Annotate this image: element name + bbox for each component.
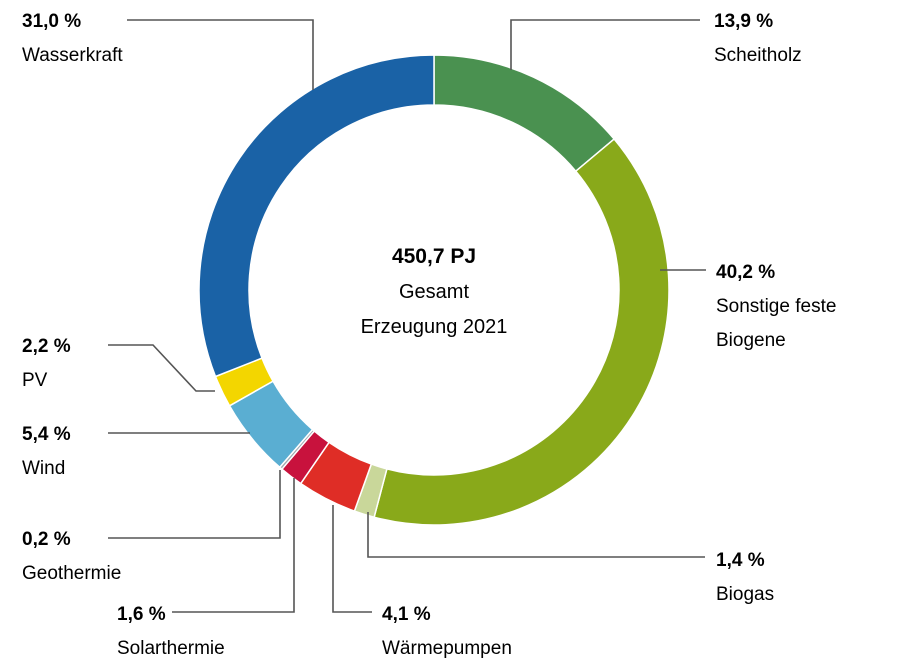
pct-label-wind: 5,4 % [22,424,71,445]
name-label-wind: Wind [22,458,65,479]
name-label-solarthermie: Solarthermie [117,638,225,659]
leader-line-wasserkraft [127,19,314,90]
slice-sonstige-feste-biogene [373,138,670,526]
leader-line-waermepumpen [332,505,372,613]
pct-label-pv: 2,2 % [22,336,71,357]
leader-line-biogas [367,512,705,558]
slice-scheitholz [433,54,616,173]
leader-line-geothermie [108,470,281,539]
center-line-2: Erzeugung 2021 [361,316,508,338]
leader-line-solarthermie [172,478,295,613]
name-label-biogas: Biogas [716,584,774,605]
slice-wasserkraft [198,54,435,378]
pct-label-sonstige-feste-biogene: 40,2 % [716,262,775,283]
center-line-1: Gesamt [399,281,469,303]
name-label-sonstige-feste-biogene-2: Biogene [716,330,786,351]
name-label-geothermie: Geothermie [22,563,121,584]
pct-label-biogas: 1,4 % [716,550,765,571]
leader-line-pv [108,344,215,392]
slice-labels: 13,9 % Scheitholz 40,2 % Sonstige feste Biog… [22,11,836,659]
center-total: 450,7 PJ [392,245,476,268]
pct-label-scheitholz: 13,9 % [714,11,773,32]
name-label-sonstige-feste-biogene-1: Sonstige feste [716,296,836,317]
leader-line-scheitholz [510,19,700,70]
name-label-scheitholz: Scheitholz [714,45,802,66]
pct-label-geothermie: 0,2 % [22,529,71,550]
pct-label-solarthermie: 1,6 % [117,604,166,625]
pct-label-wasserkraft: 31,0 % [22,11,81,32]
name-label-waermepumpen: Wärmepumpen [382,638,512,659]
donut-slices [198,54,670,526]
pct-label-waermepumpen: 4,1 % [382,604,431,625]
name-label-pv: PV [22,370,48,391]
name-label-wasserkraft: Wasserkraft [22,45,123,66]
leader-lines [108,19,706,613]
